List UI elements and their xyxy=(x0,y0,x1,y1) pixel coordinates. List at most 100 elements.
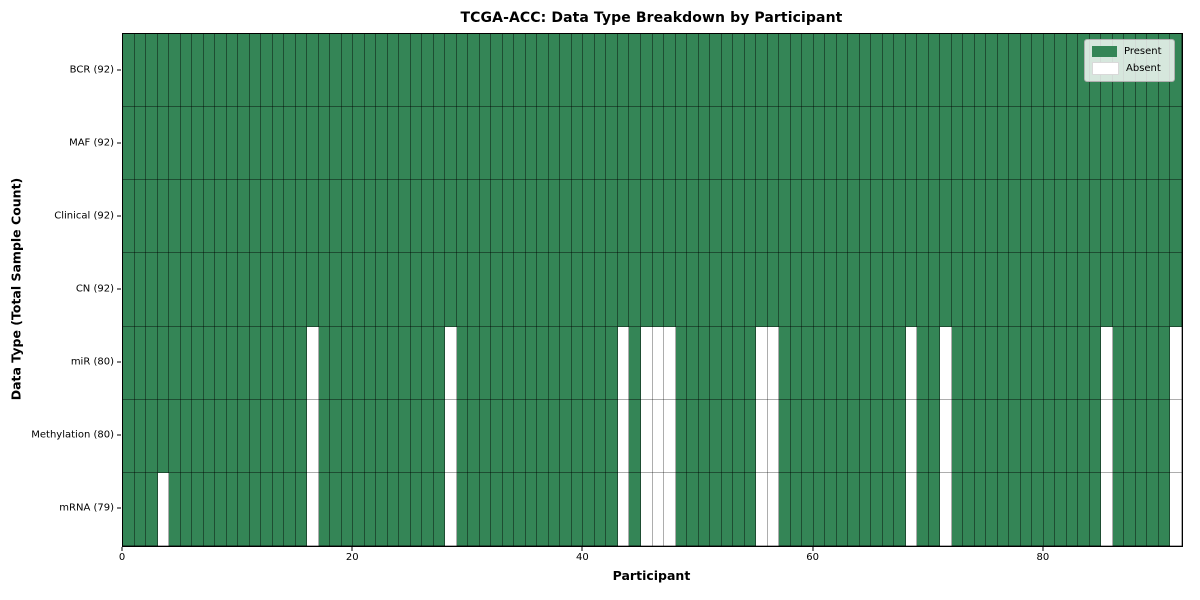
cell xyxy=(617,34,630,108)
cell xyxy=(180,34,193,108)
cell xyxy=(1124,399,1136,473)
cell xyxy=(525,253,538,327)
cell xyxy=(1170,107,1182,181)
cell xyxy=(1032,399,1044,473)
cell xyxy=(779,326,791,400)
cell xyxy=(617,180,630,254)
cell xyxy=(560,180,572,254)
cell xyxy=(1158,326,1171,400)
cell xyxy=(894,253,906,327)
cell xyxy=(422,107,434,181)
cell xyxy=(779,107,791,181)
cell xyxy=(249,399,262,473)
cell xyxy=(1043,326,1056,400)
cell xyxy=(215,326,227,400)
cell xyxy=(399,34,411,108)
cell xyxy=(479,180,492,254)
cell xyxy=(594,253,607,327)
cell xyxy=(848,399,860,473)
cell xyxy=(825,253,837,327)
cell xyxy=(330,253,342,327)
cell xyxy=(491,326,503,400)
cell xyxy=(169,399,181,473)
cell xyxy=(813,472,826,546)
cell xyxy=(848,472,860,546)
cell xyxy=(134,326,147,400)
cell xyxy=(502,107,515,181)
y-tick-label: miR (80) xyxy=(70,356,114,368)
cell xyxy=(836,399,849,473)
cell xyxy=(917,107,929,181)
cell xyxy=(997,34,1010,108)
cell xyxy=(756,180,768,254)
cell xyxy=(917,472,929,546)
cell xyxy=(261,253,273,327)
cell xyxy=(134,34,147,108)
cell xyxy=(514,399,526,473)
cell xyxy=(387,34,400,108)
cell xyxy=(134,399,147,473)
cell xyxy=(249,107,262,181)
cell xyxy=(571,472,584,546)
cell xyxy=(928,253,941,327)
cell xyxy=(1158,107,1171,181)
cell xyxy=(963,399,975,473)
cell xyxy=(871,34,883,108)
cell xyxy=(226,34,239,108)
cell xyxy=(1112,253,1125,327)
cell xyxy=(802,253,814,327)
cell xyxy=(629,326,641,400)
cell xyxy=(997,180,1010,254)
cell xyxy=(146,399,158,473)
cell xyxy=(940,107,952,181)
cell xyxy=(986,326,998,400)
cell xyxy=(364,472,377,546)
cell xyxy=(295,399,308,473)
y-tick-mark xyxy=(117,215,121,217)
cell xyxy=(813,253,826,327)
cell xyxy=(1020,399,1033,473)
cell xyxy=(836,107,849,181)
cell xyxy=(410,399,423,473)
cell xyxy=(261,326,273,400)
cell xyxy=(468,180,480,254)
cell xyxy=(318,180,331,254)
cell xyxy=(664,180,676,254)
cell xyxy=(192,107,204,181)
cell xyxy=(571,253,584,327)
cell xyxy=(790,472,803,546)
cell xyxy=(353,399,365,473)
cell xyxy=(445,253,457,327)
cell xyxy=(376,326,388,400)
cell xyxy=(733,34,745,108)
cell xyxy=(514,180,526,254)
cell xyxy=(1112,326,1125,400)
cell xyxy=(514,107,526,181)
cell xyxy=(836,326,849,400)
cell xyxy=(664,399,676,473)
cell xyxy=(675,399,688,473)
cell xyxy=(687,34,699,108)
cell xyxy=(675,472,688,546)
cell xyxy=(1089,180,1102,254)
cell xyxy=(226,253,239,327)
cell xyxy=(951,180,964,254)
cell xyxy=(1055,472,1067,546)
cell xyxy=(710,326,722,400)
cell xyxy=(1170,326,1182,400)
cell xyxy=(1101,107,1113,181)
cell xyxy=(974,253,987,327)
cell xyxy=(802,34,814,108)
cell xyxy=(445,472,457,546)
cell xyxy=(1147,107,1159,181)
cell xyxy=(1009,399,1021,473)
cell xyxy=(594,107,607,181)
cell xyxy=(537,326,549,400)
cell xyxy=(376,472,388,546)
cell xyxy=(295,107,308,181)
cell xyxy=(928,34,941,108)
cell xyxy=(1009,253,1021,327)
cell xyxy=(502,326,515,400)
heatmap-cells xyxy=(123,34,1182,546)
chart-title: TCGA-ACC: Data Type Breakdown by Partici… xyxy=(460,10,843,26)
